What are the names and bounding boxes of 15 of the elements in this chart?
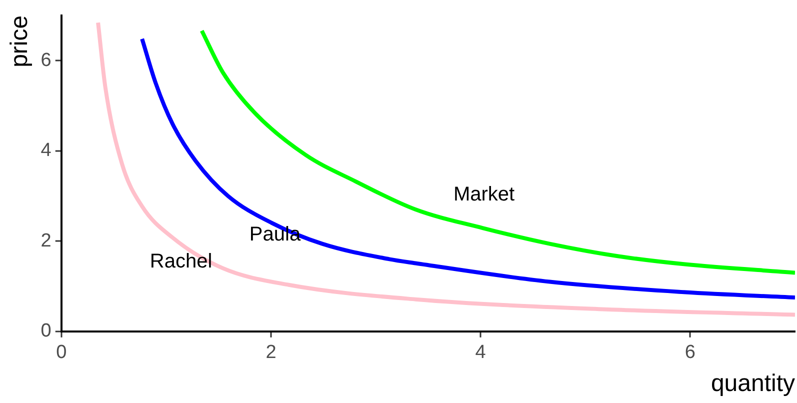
- y-tick-label: 6: [40, 50, 52, 71]
- y-tick-label: 0: [40, 320, 52, 342]
- series-label: Paula: [249, 224, 302, 246]
- line-series: [140, 36, 795, 300]
- x-tick-label: 4: [475, 342, 486, 364]
- y-tick-label: 2: [40, 230, 52, 252]
- line-series: [96, 20, 795, 317]
- x-axis-title: quantity: [710, 370, 795, 398]
- x-tick-label: 2: [266, 342, 276, 364]
- series-label: Market: [453, 184, 516, 206]
- x-tick-label: 6: [684, 342, 696, 364]
- x-tick-label: 0: [56, 342, 67, 364]
- series-label: Rachel: [150, 250, 212, 273]
- y-axis-title: price: [6, 15, 34, 68]
- y-tick-label: 4: [40, 140, 52, 162]
